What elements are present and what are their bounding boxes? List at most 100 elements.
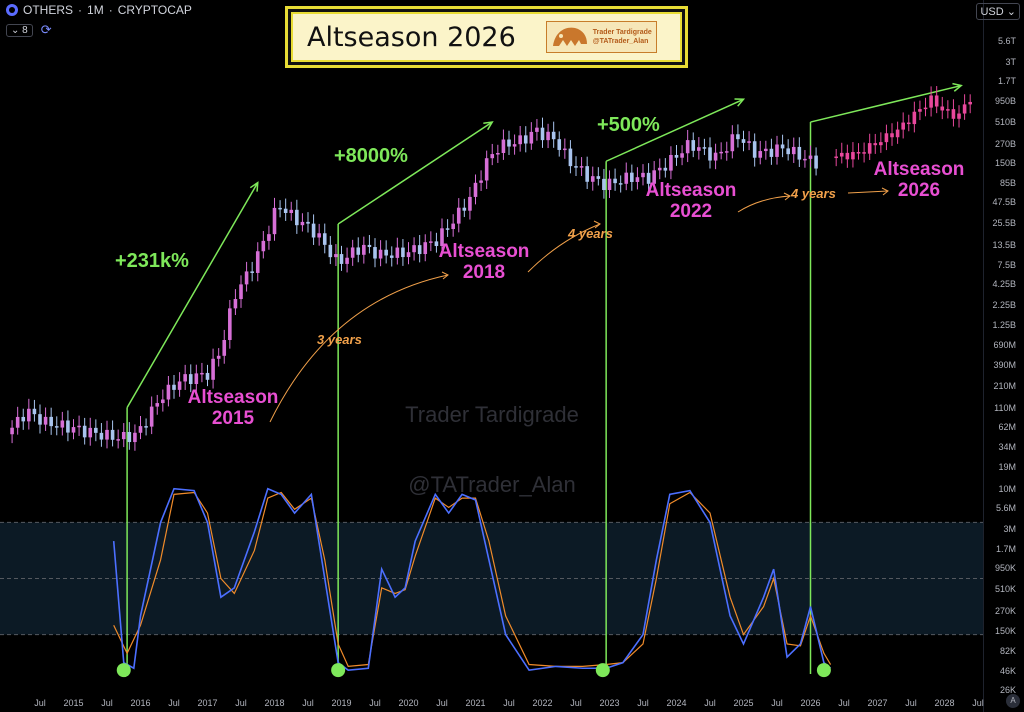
- time-tick-label: Jul: [905, 698, 917, 708]
- price-candle: [54, 426, 59, 428]
- banner-title: Altseason 2026: [307, 21, 516, 53]
- time-tick-label: Jul: [637, 698, 649, 708]
- price-candle: [585, 166, 589, 182]
- price-candle: [149, 406, 154, 427]
- price-candle: [657, 167, 662, 171]
- projection-candle: [951, 109, 956, 119]
- price-candle: [529, 131, 534, 144]
- time-tick-label: Jul: [302, 698, 314, 708]
- price-tick-label: 5.6M: [995, 503, 1016, 514]
- price-candle: [121, 432, 126, 440]
- price-candle: [618, 183, 623, 185]
- projection-candle: [884, 133, 889, 143]
- projection-candle: [851, 152, 855, 160]
- interval-arrow: [527, 223, 601, 273]
- projection-candle: [879, 142, 883, 146]
- price-candle: [747, 141, 751, 143]
- price-candle: [194, 373, 199, 385]
- altseason-label: Altseason 2026: [874, 159, 965, 201]
- price-candle: [138, 426, 143, 433]
- projection-candle: [845, 152, 850, 160]
- stoch-k-line: [112, 487, 832, 671]
- projection-candle: [890, 133, 894, 138]
- price-candle: [468, 196, 472, 211]
- tardigrade-logo-icon: [552, 27, 587, 46]
- projection-candle: [901, 122, 905, 130]
- trend-arrowhead: [249, 181, 259, 192]
- price-candle: [412, 245, 416, 253]
- brand-name: Trader Tardigrade: [592, 29, 652, 36]
- price-tick-label: 7.5B: [997, 259, 1016, 270]
- projection-candle: [912, 111, 917, 125]
- price-tick-label: 690M: [993, 340, 1016, 351]
- projection-candle: [957, 113, 961, 119]
- price-tick-label: 62M: [998, 421, 1016, 432]
- price-candle: [451, 223, 455, 230]
- price-tick-label: 34M: [998, 442, 1016, 453]
- price-candle: [479, 180, 483, 183]
- price-tick-label: 2.25B: [992, 300, 1016, 311]
- price-candle: [261, 240, 266, 252]
- indicators-toggle[interactable]: ⌄ 8: [6, 23, 33, 37]
- time-tick-label: Jul: [972, 698, 984, 708]
- price-tick-label: 1.7T: [997, 76, 1016, 87]
- trend-line: [605, 98, 744, 162]
- price-candle: [764, 148, 768, 152]
- time-tick-label: Jul: [168, 698, 180, 708]
- gain-label: +500%: [597, 114, 660, 136]
- time-tick-label: 2024: [666, 698, 687, 708]
- time-tick-label: 2016: [130, 698, 151, 708]
- price-candle: [49, 416, 53, 427]
- price-candle: [445, 228, 450, 230]
- price-candle: [211, 358, 215, 380]
- interval-arrow: [269, 274, 449, 423]
- price-tick-label: 82K: [999, 646, 1016, 657]
- price-candle: [730, 134, 735, 152]
- price-candle: [741, 139, 746, 143]
- gain-label: +8000%: [334, 145, 408, 167]
- price-candle: [172, 384, 176, 390]
- price-tick-label: 150K: [994, 625, 1016, 636]
- time-tick-label: 2020: [398, 698, 419, 708]
- symbol-legend[interactable]: OTHERS · 1M · CRYPTOCAP: [6, 3, 192, 17]
- price-candle: [239, 284, 243, 300]
- price-candle: [708, 147, 712, 161]
- time-tick-label: Jul: [570, 698, 582, 708]
- interval-label: 3 years: [317, 332, 362, 347]
- price-candle: [484, 158, 489, 181]
- price-candle: [423, 242, 428, 255]
- time-tick-label: 2023: [599, 698, 620, 708]
- price-candle: [674, 154, 679, 158]
- price-tick-label: 85B: [999, 177, 1016, 188]
- price-candle: [295, 209, 299, 226]
- price-candle: [339, 254, 344, 264]
- trend-lines: [126, 82, 963, 674]
- price-tick-label: 25.5B: [992, 218, 1016, 229]
- brand-handle: @TATrader_Alan: [592, 38, 649, 45]
- sync-icon[interactable]: ⟳: [40, 22, 52, 37]
- interval-arrowhead: [783, 192, 791, 201]
- price-tick-label: 210M: [993, 380, 1016, 391]
- price-candle: [702, 147, 707, 149]
- projected-candles: [834, 86, 972, 168]
- trend-line: [810, 84, 962, 123]
- price-candle: [501, 139, 506, 154]
- auto-scale-button[interactable]: A: [1006, 694, 1020, 708]
- projection-candle: [923, 107, 928, 110]
- price-candle: [568, 148, 573, 167]
- trend-line: [337, 121, 493, 225]
- price-candle: [401, 247, 405, 258]
- price-candle: [752, 141, 757, 158]
- price-candle: [21, 416, 26, 422]
- price-candle: [557, 139, 562, 150]
- altseason-label-name: Altseason: [873, 159, 965, 180]
- interval-label: 1M: [87, 3, 104, 17]
- price-candle: [94, 427, 98, 433]
- price-candle: [367, 244, 372, 248]
- price-candle: [43, 416, 48, 425]
- price-candle: [523, 135, 528, 144]
- currency-button[interactable]: USD ⌄: [976, 3, 1020, 20]
- time-tick-label: 2018: [264, 698, 285, 708]
- time-tick-label: 2021: [465, 698, 486, 708]
